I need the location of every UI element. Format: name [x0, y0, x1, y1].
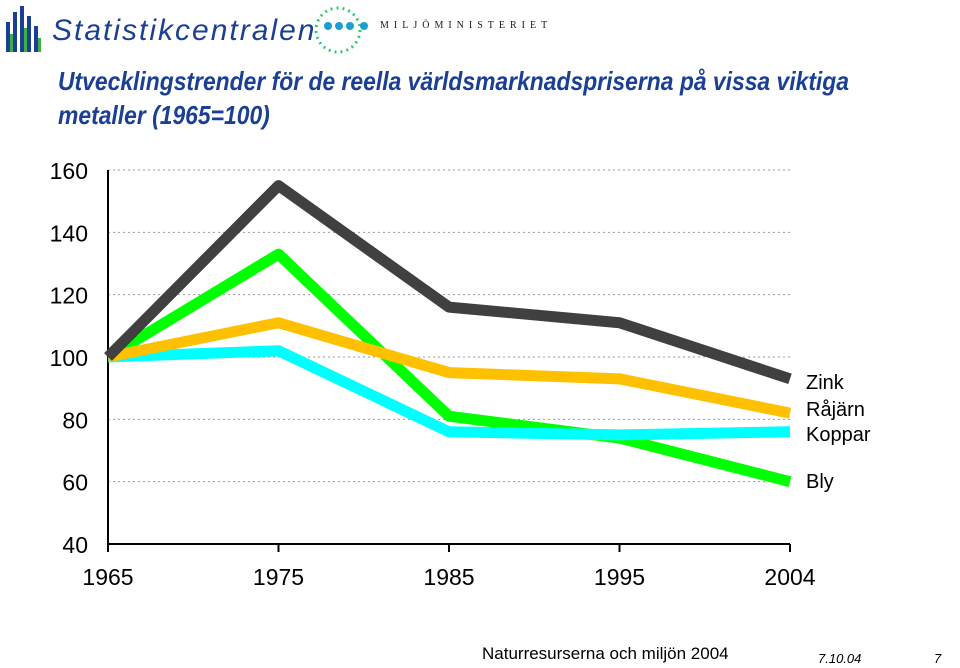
series-line-zink [104, 180, 792, 385]
x-tick-label: 2004 [764, 564, 815, 590]
series-line-rajarn [106, 317, 792, 419]
page-title: Utvecklingstrender för de reella världsm… [58, 66, 849, 130]
legend-label: Bly [806, 471, 834, 493]
brand-name: Statistikcentralen [52, 14, 317, 47]
legend-label: Råjärn [806, 399, 865, 421]
x-tick-label: 1975 [253, 564, 304, 590]
y-tick-label: 60 [62, 470, 88, 496]
y-tick-label: 80 [62, 407, 88, 433]
y-tick-label: 160 [50, 158, 88, 184]
footer-text: Naturresurserna och miljön 2004 [482, 644, 729, 663]
y-tick-label: 40 [62, 532, 88, 558]
x-tick-label: 1995 [594, 564, 645, 590]
x-tick-label: 1965 [82, 564, 133, 590]
legend-label: Zink [806, 372, 845, 394]
axes [107, 170, 791, 552]
series-lines [104, 180, 792, 487]
footer-date: 7.10.04 [818, 651, 862, 666]
series-line-koppar [107, 345, 791, 441]
y-tick-label: 140 [50, 220, 88, 246]
series-line-bly [105, 248, 792, 487]
statistikcentralen-logo-icon [6, 6, 41, 52]
y-tick-label: 100 [50, 345, 88, 371]
legend-label: Koppar [806, 424, 871, 446]
ministry-name: MILJÖMINISTERIET [380, 20, 553, 31]
miljoministeriet-logo-icon [314, 6, 368, 54]
axis-labels: 160 140 120 100 80 60 40 1965 1975 1985 1995 2004 [50, 158, 816, 590]
series-legend: Zink Råjärn Koppar Bly [806, 372, 871, 493]
y-tick-label: 120 [50, 283, 88, 309]
page-number: 7 [934, 651, 942, 666]
x-tick-label: 1985 [423, 564, 474, 590]
